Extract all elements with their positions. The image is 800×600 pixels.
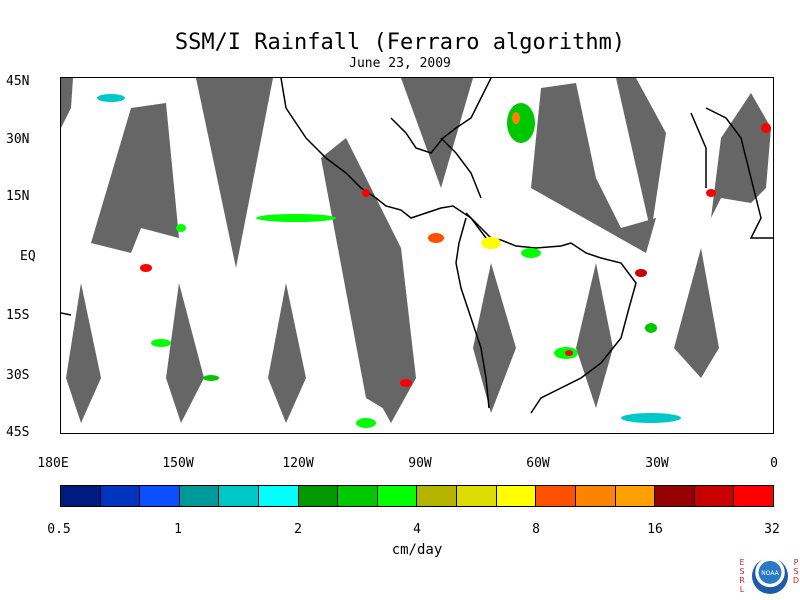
coastlines (61, 78, 773, 414)
colorbar-cell (140, 486, 180, 506)
chart-date: June 23, 2009 (349, 56, 451, 71)
map-svg (61, 78, 773, 428)
chart-title: SSM/I Rainfall (Ferraro algorithm) (174, 30, 626, 55)
lon-label-150w: 150W (162, 456, 194, 471)
colorbar-cell (179, 486, 220, 506)
colorbar-cell (417, 486, 458, 506)
colorbar-cell (734, 486, 773, 506)
colorbar-cell (536, 486, 576, 506)
logo-right-letters: P S D (792, 558, 800, 585)
colorbar-cell (615, 486, 656, 506)
colorbar-cell (61, 486, 101, 506)
colorbar-label-4: 4 (413, 522, 421, 537)
colorbar-label-8: 8 (532, 522, 540, 537)
rainfall-patches (97, 94, 771, 428)
lon-label-30w: 30W (645, 456, 669, 471)
colorbar-cell (377, 486, 418, 506)
colorbar-unit: cm/day (391, 542, 443, 558)
lat-label-30s: 30S (6, 368, 30, 383)
colorbar-label-32: 32 (764, 522, 780, 537)
colorbar (60, 485, 774, 507)
lat-label-15s: 15S (6, 308, 30, 323)
colorbar-cell (457, 486, 497, 506)
lon-label-0: 0 (770, 456, 778, 471)
lon-label-60w: 60W (526, 456, 550, 471)
lat-label-45s: 45S (6, 425, 30, 440)
colorbar-cell (100, 486, 141, 506)
colorbar-label-1: 1 (174, 522, 182, 537)
noaa-esrl-psd-logo: E S R L NOAA P S D (734, 556, 800, 600)
colorbar-cell (259, 486, 299, 506)
colorbar-cell (575, 486, 616, 506)
colorbar-cell (694, 486, 735, 506)
lon-label-120w: 120W (282, 456, 314, 471)
lat-label-eq: EQ (20, 249, 36, 264)
colorbar-cell (219, 486, 260, 506)
lon-label-180e: 180E (37, 456, 69, 471)
lat-label-15n: 15N (6, 189, 30, 204)
colorbar-cell (298, 486, 339, 506)
colorbar-label-0-5: 0.5 (47, 522, 71, 537)
lat-label-30n: 30N (6, 132, 30, 147)
colorbar-cell (338, 486, 378, 506)
swath-gaps (61, 78, 771, 423)
logo-left-letters: E S R L (739, 558, 745, 594)
colorbar-label-16: 16 (647, 522, 663, 537)
lat-label-45n: 45N (6, 74, 30, 89)
colorbar-label-2: 2 (294, 522, 302, 537)
rainfall-map (60, 77, 774, 434)
colorbar-cell (496, 486, 537, 506)
noaa-emblem-icon: NOAA (752, 558, 788, 594)
colorbar-cell (655, 486, 695, 506)
lon-label-90w: 90W (408, 456, 432, 471)
